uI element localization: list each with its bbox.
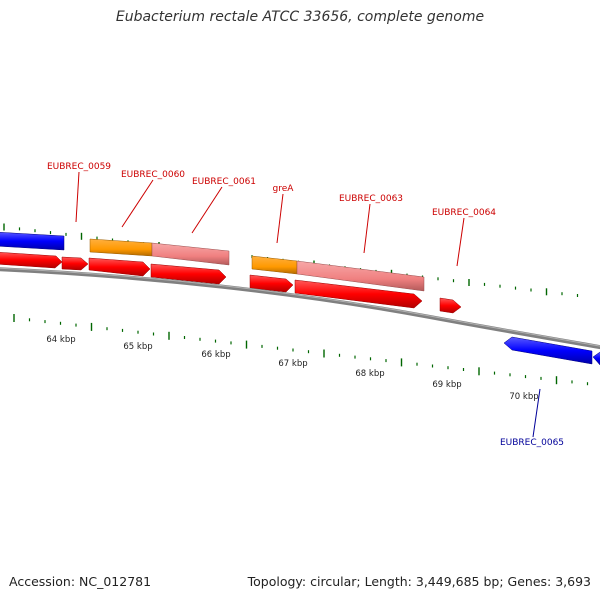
leader-line-0065 (532, 388, 541, 438)
scale-labels: 64 kbp 65 kbp 66 kbp 67 kbp 68 kbp 69 kb… (46, 335, 538, 402)
scale-label-67kbp: 67 kbp (278, 359, 307, 369)
gene-reverse-0065a[interactable] (503, 336, 593, 365)
gene-label-0064[interactable]: EUBREC_0064 (432, 208, 496, 218)
gene-label-0059[interactable]: EUBREC_0059 (47, 162, 111, 172)
leader-line-0061 (191, 186, 223, 234)
lower-tick-track (13, 314, 589, 386)
genome-backbone-highlight (0, 267, 600, 347)
gene-arrow-0059b[interactable] (61, 256, 89, 271)
genome-backbone (0, 267, 600, 350)
scale-label-70kbp: 70 kbp (509, 392, 538, 402)
gene-label-0065[interactable]: EUBREC_0065 (500, 438, 564, 448)
leader-line-0064 (456, 217, 465, 267)
accession-text: Accession: NC_012781 (9, 574, 152, 589)
scale-label-65kbp: 65 kbp (123, 342, 152, 352)
gene-label-0060[interactable]: EUBREC_0060 (121, 170, 185, 180)
topology-text: Topology: circular; Length: 3,449,685 bp… (247, 574, 591, 589)
scale-label-64kbp: 64 kbp (46, 335, 75, 345)
leader-line-grea (276, 193, 284, 244)
gene-label-0061[interactable]: EUBREC_0061 (192, 177, 256, 187)
leader-line-0063 (363, 203, 371, 254)
gene-arrow-0059a[interactable] (0, 252, 63, 269)
scale-label-66kbp: 66 kbp (201, 350, 230, 360)
gene-arrow-0064[interactable] (439, 297, 462, 314)
gene-reverse-0065b[interactable] (592, 351, 600, 366)
genome-title: Eubacterium rectale ATCC 33656, complete… (115, 9, 485, 25)
scale-label-68kbp: 68 kbp (355, 369, 384, 379)
gene-label-0063[interactable]: EUBREC_0063 (339, 194, 403, 204)
feature-bar-grea-orange[interactable] (251, 255, 298, 275)
scale-label-69kbp: 69 kbp (432, 380, 461, 390)
label-leader-lines (75, 171, 541, 438)
leader-line-0060 (121, 179, 154, 228)
gene-arrow-0060[interactable] (88, 257, 151, 277)
gene-reverse-0058[interactable] (0, 232, 65, 251)
leader-line-0059 (75, 171, 80, 223)
gene-arrow-0063[interactable] (294, 279, 423, 309)
feature-bar-0061-pink[interactable] (151, 242, 230, 266)
feature-bar-0060-orange[interactable] (89, 238, 153, 257)
feature-bar-0063-pink[interactable] (296, 260, 425, 292)
gene-arrow-0061[interactable] (150, 263, 227, 285)
gene-arrow-grea[interactable] (249, 274, 294, 293)
gene-label-grea[interactable]: greA (273, 184, 295, 194)
